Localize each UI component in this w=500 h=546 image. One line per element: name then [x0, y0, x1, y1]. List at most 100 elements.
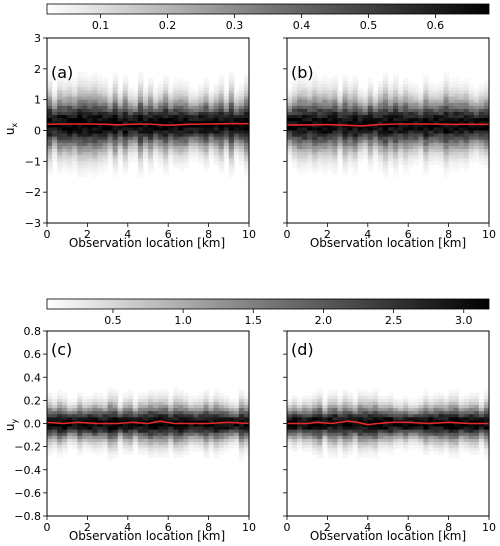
heatmap-cell [228, 164, 235, 169]
heatmap-cell [403, 115, 409, 119]
heatmap-cell [398, 112, 404, 116]
heatmap-cell [132, 411, 139, 415]
heatmap-cell [122, 115, 129, 119]
heatmap-cell [458, 133, 465, 138]
heatmap-cell [142, 426, 149, 431]
heatmap-cell [243, 84, 250, 88]
heatmap-cell [413, 84, 419, 88]
heatmap-cell [183, 442, 189, 446]
heatmap-cell [132, 405, 139, 409]
heatmap-cell [362, 398, 369, 403]
heatmap-cell [438, 118, 445, 122]
heatmap-cell [448, 136, 455, 141]
heatmap-cell [223, 155, 230, 159]
heatmap-cell [312, 426, 318, 431]
heatmap-cell [423, 389, 429, 394]
heatmap-cell [443, 75, 450, 79]
heatmap-cell [122, 124, 129, 129]
heatmap-cell [77, 124, 83, 129]
heatmap-cell [168, 133, 174, 138]
heatmap-cell [233, 149, 240, 153]
heatmap-cell [453, 149, 460, 153]
heatmap-cell [112, 75, 119, 79]
heatmap-cell [473, 112, 480, 116]
heatmap-cell [52, 121, 58, 125]
heatmap-cell [327, 429, 334, 434]
heatmap-cell [122, 84, 129, 88]
heatmap-cell [142, 139, 149, 144]
heatmap-cell [317, 448, 323, 452]
heatmap-cell [183, 414, 189, 418]
heatmap-cell [168, 405, 174, 409]
heatmap-cell [193, 121, 200, 125]
heatmap-cell [47, 414, 53, 418]
heatmap-cell [132, 133, 139, 138]
heatmap-cell [483, 164, 490, 169]
heatmap-cell [102, 139, 109, 144]
heatmap-cell [67, 411, 73, 415]
heatmap-cell [398, 442, 404, 446]
heatmap-cell [92, 93, 99, 98]
heatmap-cell [168, 118, 174, 122]
heatmap-cell [317, 445, 323, 449]
heatmap-cell [473, 432, 480, 437]
heatmap-cell [198, 445, 205, 449]
heatmap-cell [47, 108, 53, 113]
heatmap-cell [473, 423, 480, 428]
heatmap-cell [337, 411, 344, 415]
heatmap-cell [403, 158, 409, 162]
heatmap-cell [393, 438, 399, 443]
heatmap-cell [408, 118, 414, 122]
heatmap-cell [428, 414, 435, 418]
heatmap-cell [72, 405, 78, 409]
heatmap-cell [52, 398, 58, 403]
heatmap-cell [418, 417, 424, 422]
heatmap-cell [362, 102, 369, 107]
heatmap-cell [458, 408, 465, 412]
heatmap-cell [322, 411, 328, 415]
heatmap-cell [112, 136, 119, 141]
heatmap-cell [468, 96, 475, 101]
heatmap-cell [342, 124, 349, 129]
heatmap-cell [393, 108, 399, 113]
heatmap-cell [382, 445, 389, 449]
heatmap-cell [413, 158, 419, 162]
heatmap-cell [52, 90, 58, 95]
heatmap-cell [393, 432, 399, 437]
heatmap-cell [203, 417, 210, 422]
heatmap-cell [223, 145, 230, 150]
heatmap-cell [478, 161, 485, 166]
heatmap-cell [478, 155, 485, 159]
heatmap-cell [352, 167, 359, 172]
heatmap-cell [148, 90, 154, 95]
heatmap-cell [478, 127, 485, 132]
x-tick-label: 2 [84, 521, 91, 534]
heatmap-cell [92, 435, 99, 440]
heatmap-cell [82, 401, 88, 406]
heatmap-cell [67, 118, 73, 122]
heatmap-cell [478, 130, 485, 135]
heatmap-cell [413, 96, 419, 101]
heatmap-cell [332, 389, 339, 394]
heatmap-cell [317, 395, 323, 400]
heatmap-cell [312, 90, 318, 95]
heatmap-cell [223, 142, 230, 147]
heatmap-cell [67, 152, 73, 156]
heatmap-cell [423, 136, 429, 141]
heatmap-cell [132, 99, 139, 104]
heatmap-cell [67, 87, 73, 92]
heatmap-cell [322, 417, 328, 422]
heatmap-cell [312, 75, 318, 79]
heatmap-cell [158, 401, 164, 406]
heatmap-cell [107, 401, 114, 406]
heatmap-cell [163, 152, 169, 156]
heatmap-cell [208, 118, 215, 122]
heatmap-cell [148, 161, 154, 166]
heatmap-cell [173, 96, 179, 101]
heatmap-cell [137, 142, 144, 147]
heatmap-cell [347, 158, 354, 162]
heatmap-cell [213, 445, 220, 449]
heatmap-cell [57, 423, 63, 428]
heatmap-cell [233, 423, 240, 428]
heatmap-cell [173, 411, 179, 415]
